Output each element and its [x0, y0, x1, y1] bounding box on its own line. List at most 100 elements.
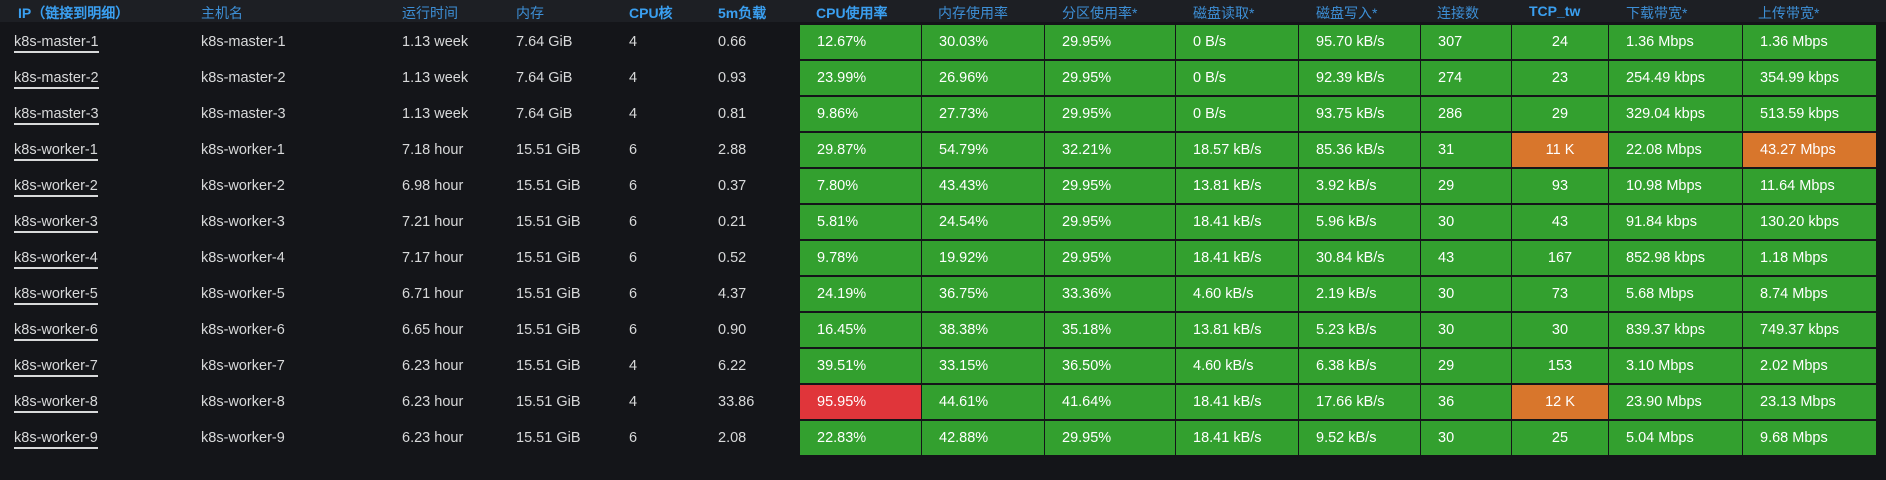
cell-disk-read: 0 B/s	[1176, 25, 1298, 59]
cell-part-pct: 36.50%	[1045, 349, 1175, 383]
cell-tcp-tw: 25	[1512, 421, 1608, 455]
cell-up: 11.64 Mbps	[1743, 169, 1876, 203]
table-row: k8s-worker-6 k8s-worker-6 6.65 hour 15.51 G…	[0, 312, 1886, 348]
cell-load: 0.21	[718, 214, 747, 230]
cell-disk-read: 0 B/s	[1176, 61, 1298, 95]
cell-up: 354.99 kbps	[1743, 61, 1876, 95]
cell-up: 513.59 kbps	[1743, 97, 1876, 131]
cell-down: 852.98 kbps	[1609, 241, 1742, 275]
cell-disk-read: 13.81 kB/s	[1176, 313, 1298, 347]
cell-conn: 286	[1421, 97, 1511, 131]
column-header-ip[interactable]: IP（链接到明细）	[18, 5, 130, 21]
cell-tcp-tw: 23	[1512, 61, 1608, 95]
cell-disk-read: 4.60 kB/s	[1176, 349, 1298, 383]
table-row: k8s-worker-8 k8s-worker-8 6.23 hour 15.51 G…	[0, 384, 1886, 420]
cell-load: 0.93	[718, 70, 747, 86]
cell-cpu-pct: 23.99%	[800, 61, 921, 95]
column-header-partition-usage[interactable]: 分区使用率*	[1062, 5, 1138, 21]
column-header-disk-write[interactable]: 磁盘写入*	[1316, 5, 1378, 21]
cell-load: 0.52	[718, 250, 747, 266]
cell-down: 3.10 Mbps	[1609, 349, 1742, 383]
cell-conn: 274	[1421, 61, 1511, 95]
cell-cpu-pct: 9.86%	[800, 97, 921, 131]
ip-detail-link[interactable]: k8s-worker-8	[14, 394, 98, 413]
ip-detail-link[interactable]: k8s-worker-6	[14, 322, 98, 341]
column-header-hostname[interactable]: 主机名	[201, 5, 243, 21]
cell-tcp-tw: 167	[1512, 241, 1608, 275]
table-row: k8s-master-3 k8s-master-3 1.13 week 7.64 Gi…	[0, 96, 1886, 132]
cell-cpu: 6	[629, 322, 638, 338]
ip-detail-link[interactable]: k8s-worker-5	[14, 286, 98, 305]
cell-disk-read: 18.41 kB/s	[1176, 241, 1298, 275]
cell-disk-read: 18.41 kB/s	[1176, 205, 1298, 239]
cell-cpu: 4	[629, 70, 638, 86]
ip-detail-link[interactable]: k8s-master-3	[14, 106, 99, 125]
cell-cpu: 6	[629, 250, 638, 266]
cell-uptime: 1.13 week	[402, 106, 469, 122]
cell-tcp-tw: 24	[1512, 25, 1608, 59]
cell-part-pct: 29.95%	[1045, 169, 1175, 203]
cell-conn: 31	[1421, 133, 1511, 167]
cell-disk-read: 18.41 kB/s	[1176, 385, 1298, 419]
cell-cpu: 6	[629, 214, 638, 230]
cell-disk-write: 30.84 kB/s	[1299, 241, 1420, 275]
column-header-load-5m[interactable]: 5m负载	[718, 5, 767, 21]
cell-up: 1.36 Mbps	[1743, 25, 1876, 59]
cell-host: k8s-master-1	[201, 34, 286, 50]
cell-down: 23.90 Mbps	[1609, 385, 1742, 419]
cell-conn: 30	[1421, 421, 1511, 455]
ip-detail-link[interactable]: k8s-worker-2	[14, 178, 98, 197]
column-header-upload-bandwidth[interactable]: 上传带宽*	[1758, 5, 1820, 21]
ip-detail-link[interactable]: k8s-worker-7	[14, 358, 98, 377]
cell-cpu-pct: 5.81%	[800, 205, 921, 239]
cell-mem: 15.51 GiB	[516, 322, 581, 338]
cell-cpu: 4	[629, 106, 638, 122]
cell-up: 1.18 Mbps	[1743, 241, 1876, 275]
column-header-cpu-cores[interactable]: CPU核	[629, 5, 673, 21]
column-header-tcp-tw[interactable]: TCP_tw	[1529, 3, 1581, 19]
column-header-disk-read[interactable]: 磁盘读取*	[1193, 5, 1255, 21]
cell-disk-write: 6.38 kB/s	[1299, 349, 1420, 383]
cell-cpu-pct: 24.19%	[800, 277, 921, 311]
ip-detail-link[interactable]: k8s-master-2	[14, 70, 99, 89]
cell-host: k8s-worker-3	[201, 214, 285, 230]
cell-tcp-tw: 73	[1512, 277, 1608, 311]
cell-tcp-tw: 11 K	[1512, 133, 1608, 167]
ip-detail-link[interactable]: k8s-worker-1	[14, 142, 98, 161]
cell-up: 130.20 kbps	[1743, 205, 1876, 239]
cell-mem-pct: 30.03%	[922, 25, 1044, 59]
cell-part-pct: 29.95%	[1045, 241, 1175, 275]
cell-part-pct: 32.21%	[1045, 133, 1175, 167]
ip-detail-link[interactable]: k8s-worker-3	[14, 214, 98, 233]
cell-load: 6.22	[718, 358, 747, 374]
column-header-cpu-usage[interactable]: CPU使用率	[816, 5, 888, 21]
cell-cpu: 6	[629, 178, 638, 194]
cell-mem-pct: 36.75%	[922, 277, 1044, 311]
column-header-memory[interactable]: 内存	[516, 5, 544, 21]
cell-disk-write: 92.39 kB/s	[1299, 61, 1420, 95]
column-header-connections[interactable]: 连接数	[1437, 5, 1479, 21]
cell-tcp-tw: 93	[1512, 169, 1608, 203]
cell-disk-write: 5.96 kB/s	[1299, 205, 1420, 239]
ip-detail-link[interactable]: k8s-master-1	[14, 34, 99, 53]
ip-detail-link[interactable]: k8s-worker-4	[14, 250, 98, 269]
cell-tcp-tw: 43	[1512, 205, 1608, 239]
cell-uptime: 6.23 hour	[402, 394, 464, 410]
column-header-download-bandwidth[interactable]: 下载带宽*	[1626, 5, 1688, 21]
cell-disk-write: 5.23 kB/s	[1299, 313, 1420, 347]
cell-uptime: 6.65 hour	[402, 322, 464, 338]
cell-conn: 30	[1421, 205, 1511, 239]
cell-conn: 43	[1421, 241, 1511, 275]
cell-up: 749.37 kbps	[1743, 313, 1876, 347]
cell-uptime: 1.13 week	[402, 70, 469, 86]
cell-mem-pct: 54.79%	[922, 133, 1044, 167]
table-row: k8s-master-1 k8s-master-1 1.13 week 7.64 Gi…	[0, 24, 1886, 60]
cell-disk-read: 18.57 kB/s	[1176, 133, 1298, 167]
ip-detail-link[interactable]: k8s-worker-9	[14, 430, 98, 449]
column-header-mem-usage[interactable]: 内存使用率	[938, 5, 1008, 21]
cell-host: k8s-worker-1	[201, 142, 285, 158]
cell-host: k8s-worker-6	[201, 322, 285, 338]
column-header-uptime[interactable]: 运行时间	[402, 5, 458, 21]
cell-cpu-pct: 39.51%	[800, 349, 921, 383]
cell-mem: 15.51 GiB	[516, 142, 581, 158]
